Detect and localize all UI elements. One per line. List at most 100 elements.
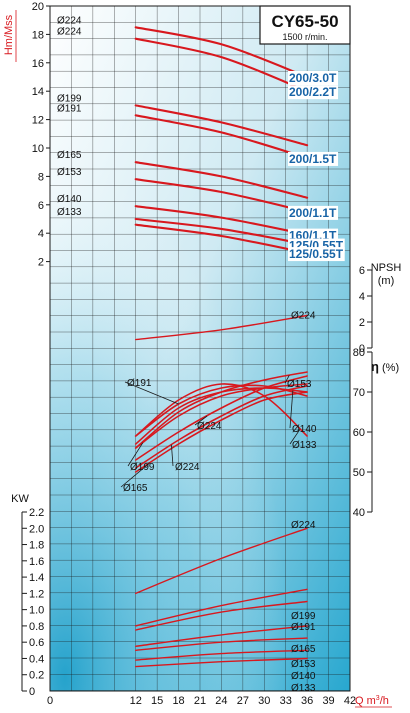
efficiency-diameter-label: Ø165 (123, 483, 148, 494)
power-axis-tick-label: 0.8 (29, 621, 44, 633)
x-axis-label: Q m3/h (355, 695, 389, 707)
npsh-axis-tick-label: 6 (359, 265, 365, 277)
power-axis-tick-label: 1.6 (29, 556, 44, 568)
efficiency-leader-line (194, 415, 208, 426)
npsh-axis-label: NPSH (371, 262, 402, 274)
efficiency-leader-line (124, 381, 179, 405)
power-diameter-label: Ø153 (291, 659, 316, 670)
head-axis-tick-label: 10 (32, 143, 44, 155)
x-axis-tick-label: 39 (322, 695, 334, 707)
power-curve-0 (135, 527, 308, 595)
head-axis-tick-label: 4 (38, 228, 44, 240)
head-curve-7 (134, 217, 309, 246)
head-curve-2 (134, 104, 309, 147)
efficiency-leader-line (289, 429, 301, 445)
power-axis-tick-label: 1.2 (29, 588, 44, 600)
model-speed: 1500 r/min. (282, 32, 327, 42)
power-diameter-label: Ø133 (291, 683, 316, 694)
head-curve-5 (134, 178, 309, 213)
head-curve-1 (134, 37, 309, 93)
efficiency-diameter-label: Ø191 (127, 378, 152, 389)
npsh-diameter-label: Ø224 (291, 311, 316, 322)
head-rating-label: 125/0.55T (289, 247, 344, 261)
power-diameter-label: Ø191 (291, 622, 316, 633)
head-axis-tick-label: 6 (38, 200, 44, 212)
power-axis-tick-label: 0.6 (29, 637, 44, 649)
x-axis-tick-label: 18 (172, 695, 184, 707)
axes-layer (15, 5, 392, 708)
head-diameter-label: Ø133 (57, 207, 82, 218)
head-curve-8 (134, 223, 309, 255)
power-curve-2 (135, 600, 308, 631)
x-axis-tick-label: 0 (47, 695, 53, 707)
power-curve-3 (135, 625, 308, 647)
efficiency-axis-tick-label: 60 (353, 427, 365, 439)
x-axis-tick-label: 15 (151, 695, 163, 707)
head-curve-4 (134, 161, 309, 199)
power-diameter-label: Ø140 (291, 671, 316, 682)
power-axis-tick-label: 0.2 (29, 670, 44, 682)
model-header-box (259, 5, 351, 45)
model-title: CY65-50 (271, 12, 338, 31)
x-axis-tick-label: 27 (237, 695, 249, 707)
head-curve-0 (134, 26, 309, 79)
efficiency-leader-line (171, 444, 174, 467)
head-rating-label-bg (288, 151, 339, 166)
head-rating-label: 200/3.0T (289, 71, 337, 85)
head-axis-tick-label: 14 (32, 86, 44, 98)
plot-frame (49, 5, 351, 692)
efficiency-curve-4 (134, 383, 308, 437)
head-axis-tick-label: 8 (38, 171, 44, 183)
efficiency-diameter-label: Ø224 (197, 421, 222, 432)
head-rating-label: 200/1.1T (289, 206, 337, 220)
efficiency-diameter-label: Ø224 (175, 462, 200, 473)
model-header: CY65-50 1500 r/min. (259, 5, 351, 45)
efficiency-axis-tick-label: 80 (353, 347, 365, 359)
power-axis-tick-label: 1.4 (29, 572, 44, 584)
efficiency-diameter-label: Ø153 (287, 379, 312, 390)
efficiency-curve-6 (134, 385, 308, 469)
power-axis-tick-label: 1.0 (29, 605, 44, 617)
head-rating-label: 200/1.5T (289, 152, 337, 166)
efficiency-leader-line (127, 442, 144, 467)
efficiency-axis-label: η (%) (371, 359, 399, 374)
power-diameter-label: Ø224 (291, 520, 316, 531)
head-axis-label: Hm/Mss (3, 14, 15, 55)
x-axis-tick-label: 21 (194, 695, 206, 707)
efficiency-curve-7 (134, 391, 308, 473)
power-curve-5 (135, 649, 308, 661)
head-axis-tick-label: 2 (38, 257, 44, 269)
head-rating-label-bg (288, 247, 345, 262)
npsh-axis-unit: (m) (378, 275, 395, 287)
head-curve-6 (134, 205, 309, 236)
efficiency-axis-tick-label: 70 (353, 387, 365, 399)
head-axis-tick-label: 12 (32, 115, 44, 127)
power-curve-1 (135, 588, 308, 627)
power-axis-tick-label: 0 (29, 686, 35, 698)
head-axis-tick-label: 16 (32, 58, 44, 70)
power-diameter-label: Ø199 (291, 611, 316, 622)
head-diameter-label: Ø224 (57, 15, 82, 26)
head-diameter-label: Ø165 (57, 150, 82, 161)
head-rating-label-bg (288, 205, 339, 220)
npsh-axis-tick-label: 0 (359, 343, 365, 355)
efficiency-axis-tick-label: 40 (353, 507, 365, 519)
efficiency-curve-3 (134, 387, 308, 445)
npsh-curve-0 (135, 314, 308, 341)
efficiency-axis-tick-label: 50 (353, 467, 365, 479)
head-curve-3 (134, 114, 309, 159)
efficiency-leader-line (289, 390, 294, 429)
head-diameter-label: Ø224 (57, 27, 82, 38)
x-axis-tick-label: 12 (130, 695, 142, 707)
x-axis-tick-label: 36 (301, 695, 313, 707)
efficiency-diameter-label: Ø133 (292, 440, 317, 451)
npsh-axis-tick-label: 4 (359, 291, 365, 303)
power-diameter-label: Ø165 (291, 644, 316, 655)
x-axis-tick-label: 33 (280, 695, 292, 707)
x-axis-tick-label: 24 (215, 695, 227, 707)
efficiency-curve-5 (134, 383, 308, 449)
head-axis-tick-label: 18 (32, 29, 44, 41)
efficiency-curve-2 (134, 375, 308, 461)
power-axis-tick-label: 0.4 (29, 653, 44, 665)
